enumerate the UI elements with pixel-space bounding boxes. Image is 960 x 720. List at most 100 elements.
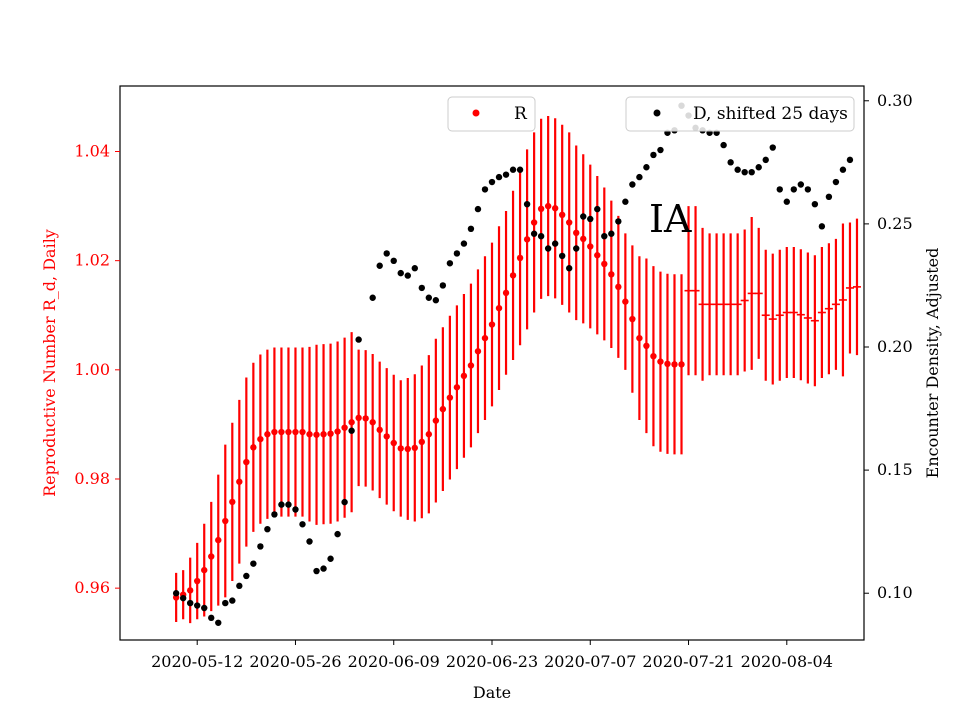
data-point (355, 336, 362, 343)
data-point (622, 298, 629, 305)
data-point (727, 159, 734, 166)
data-point (601, 260, 608, 268)
data-point (551, 205, 559, 212)
data-point (523, 236, 531, 243)
annotation-label: IA (649, 197, 692, 241)
data-point (551, 240, 559, 247)
data-point (558, 211, 566, 219)
data-point (215, 536, 222, 544)
data-point (271, 428, 278, 436)
data-point (257, 543, 264, 550)
left-y-tick-label: 0.98 (74, 469, 110, 488)
left-y-tick-label: 0.96 (74, 578, 110, 597)
data-point (348, 419, 355, 426)
data-point (341, 498, 348, 506)
data-point (720, 141, 727, 149)
data-point (313, 567, 320, 575)
data-point (250, 444, 257, 451)
data-point (509, 166, 517, 173)
plot-marks (172, 102, 861, 626)
data-point (790, 186, 798, 193)
data-point (488, 178, 496, 186)
data-point (439, 282, 447, 289)
data-point (797, 181, 805, 188)
data-point (460, 240, 468, 247)
data-point (460, 372, 468, 380)
x-tick-label: 2020-05-26 (249, 652, 341, 671)
data-point (306, 538, 313, 545)
x-tick-label: 2020-08-04 (741, 652, 833, 671)
data-point (186, 587, 194, 594)
data-point (355, 414, 362, 422)
data-point (334, 428, 341, 435)
data-point (236, 478, 243, 485)
data-point (194, 602, 201, 609)
data-point (320, 565, 327, 572)
data-point (250, 560, 257, 567)
data-point (804, 186, 812, 193)
data-point (397, 445, 404, 452)
data-point (271, 511, 278, 518)
data-point (439, 405, 447, 413)
data-point (580, 213, 587, 220)
data-point (818, 223, 826, 230)
right-y-tick-label: 0.30 (877, 91, 913, 110)
x-tick-label: 2020-05-12 (151, 652, 243, 671)
data-point (608, 230, 615, 237)
data-point (341, 424, 348, 431)
data-point (530, 230, 538, 237)
data-point (629, 181, 636, 188)
right-axis-label: Encounter Density, Adjusted (923, 248, 942, 479)
legend-r-marker (472, 109, 480, 117)
data-point (179, 594, 187, 602)
data-point (257, 435, 264, 443)
x-tick-label: 2020-07-21 (642, 652, 734, 671)
data-point (229, 597, 236, 604)
data-point (811, 200, 819, 208)
data-point (657, 358, 664, 365)
data-point (418, 438, 426, 446)
data-point (558, 252, 566, 260)
data-point (236, 582, 243, 590)
right-y-tick-label: 0.25 (877, 214, 913, 233)
data-point (446, 260, 454, 267)
data-point (285, 428, 292, 436)
data-point (411, 444, 418, 452)
legend-d-label: D, shifted 25 days (693, 104, 848, 124)
data-point (481, 186, 489, 193)
data-point (587, 243, 594, 250)
data-point (292, 506, 299, 513)
data-point (643, 342, 650, 350)
data-point (825, 193, 833, 200)
data-point (671, 361, 678, 368)
legend-d-marker (653, 109, 661, 117)
right-y-tick-label: 0.15 (877, 460, 913, 479)
series-1 (684, 206, 861, 387)
data-point (509, 272, 517, 279)
data-point (306, 431, 313, 438)
data-point (615, 218, 622, 225)
data-point (530, 219, 538, 226)
data-point (608, 271, 615, 278)
data-point (566, 265, 573, 272)
data-point (495, 173, 503, 181)
data-point (369, 294, 376, 301)
data-point (215, 619, 222, 626)
data-point (495, 304, 503, 312)
left-y-tick-label: 1.02 (74, 251, 110, 270)
data-point (622, 198, 629, 205)
data-point (481, 334, 489, 342)
data-point (404, 272, 411, 279)
data-point (229, 498, 236, 506)
data-point (783, 198, 790, 205)
data-point (411, 265, 418, 272)
data-point (390, 439, 397, 447)
data-point (383, 433, 390, 440)
axes: 2020-05-12 2020-05-26 2020-06-09 2020-06-23… (74, 91, 912, 671)
data-point (390, 257, 397, 265)
data-point (650, 151, 657, 159)
data-point (243, 458, 250, 466)
data-point (362, 415, 369, 422)
left-y-tick-label: 1.04 (74, 141, 110, 160)
